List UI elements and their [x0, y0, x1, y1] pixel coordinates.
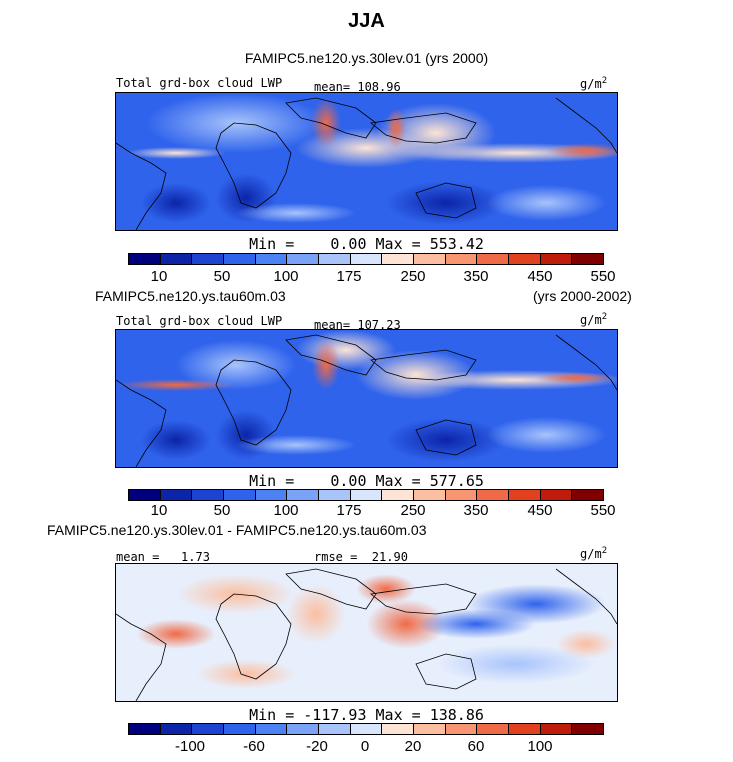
- cb3-tick: 20: [404, 738, 422, 755]
- cb2-swatch: [414, 490, 446, 500]
- panel2-units: g/m2: [580, 312, 608, 327]
- cb3-swatch: [129, 724, 161, 734]
- cb2-swatch: [509, 490, 541, 500]
- panel2-minmax: Min = 0.00 Max = 577.65: [249, 472, 484, 490]
- cb2-swatch: [129, 490, 161, 500]
- cb1-swatch: [255, 254, 288, 264]
- cb3-tick: -60: [243, 738, 265, 755]
- cb2-tick: 10: [150, 502, 168, 519]
- cb1-swatch: [319, 254, 351, 264]
- panel3-mean-label: mean = 1.73: [116, 550, 210, 564]
- cb2-swatch: [540, 490, 573, 500]
- cb3-tick: -100: [174, 738, 206, 755]
- cb1-swatch: [129, 254, 161, 264]
- cb3-swatch: [477, 724, 510, 734]
- panel3-minmax: Min = -117.93 Max = 138.86: [249, 706, 484, 724]
- cb3-swatch: [224, 724, 256, 734]
- cb1-tick: 175: [336, 268, 362, 285]
- cb1-tick: 550: [590, 268, 616, 285]
- cb3-swatch: [255, 724, 288, 734]
- cb1-swatch: [382, 254, 415, 264]
- panel3-colorbar: [128, 723, 604, 735]
- cb1-swatch: [192, 254, 225, 264]
- panel1-units: g/m2: [580, 76, 608, 91]
- panel2-map: [115, 329, 618, 468]
- cb2-swatch: [382, 490, 415, 500]
- panel1-variable-label: Total grd-box cloud LWP: [116, 76, 283, 90]
- cb2-tick: 175: [336, 502, 362, 519]
- panel2-mean-label: mean= 107.23: [314, 318, 401, 332]
- panel1-minmax: Min = 0.00 Max = 553.42: [249, 235, 484, 253]
- cb3-swatch: [192, 724, 225, 734]
- panel2-colorbar: [128, 489, 604, 501]
- panel1-header: FAMIPC5.ne120.ys.30lev.01 (yrs 2000): [244, 50, 489, 66]
- cb2-tick: 350: [463, 502, 489, 519]
- panel3-rmse-label: rmse = 21.90: [314, 550, 408, 564]
- cb3-tick: 60: [467, 738, 485, 755]
- panel1-mean-label: mean= 108.96: [314, 80, 401, 94]
- cb1-tick: 100: [273, 268, 299, 285]
- cb3-swatch: [509, 724, 541, 734]
- cb2-swatch: [572, 490, 604, 500]
- cb2-tick: 100: [273, 502, 299, 519]
- cb1-swatch: [477, 254, 510, 264]
- cb1-swatch: [445, 254, 478, 264]
- panel1-colorbar: [128, 253, 604, 265]
- cb1-tick: 250: [400, 268, 426, 285]
- panel3-header: FAMIPC5.ne120.ys.30lev.01 - FAMIPC5.ne12…: [47, 522, 427, 538]
- cb1-swatch: [414, 254, 446, 264]
- cb2-swatch: [287, 490, 320, 500]
- cb1-tick: 450: [527, 268, 553, 285]
- cb3-tick: -20: [306, 738, 328, 755]
- cb1-swatch: [572, 254, 604, 264]
- cb3-tick: 100: [527, 738, 553, 755]
- cb2-tick: 250: [400, 502, 426, 519]
- panel2-header-left: FAMIPC5.ne120.ys.tau60m.03: [95, 288, 286, 304]
- cb3-swatch: [572, 724, 604, 734]
- panel2-variable-label: Total grd-box cloud LWP: [116, 314, 283, 328]
- cb2-swatch: [160, 490, 193, 500]
- panel1-map: [115, 92, 618, 231]
- cb3-swatch: [319, 724, 351, 734]
- panel3-map-field: [116, 564, 617, 701]
- cb2-swatch: [192, 490, 225, 500]
- cb2-tick: 50: [213, 502, 231, 519]
- cb2-swatch: [445, 490, 478, 500]
- cb3-swatch: [382, 724, 415, 734]
- cb3-swatch: [445, 724, 478, 734]
- cb2-swatch: [319, 490, 351, 500]
- cb2-tick: 450: [527, 502, 553, 519]
- panel3-units: g/m2: [580, 546, 608, 561]
- cb2-tick: 550: [590, 502, 616, 519]
- cb1-swatch: [287, 254, 320, 264]
- cb1-swatch: [160, 254, 193, 264]
- cb1-swatch: [350, 254, 383, 264]
- cb2-swatch: [224, 490, 256, 500]
- cb1-swatch: [224, 254, 256, 264]
- cb2-swatch: [350, 490, 383, 500]
- cb3-swatch: [287, 724, 320, 734]
- panel2-map-field: [116, 330, 617, 467]
- panel2-header-right: (yrs 2000-2002): [533, 288, 632, 304]
- cb3-tick: 0: [360, 738, 370, 755]
- panel3-map: [115, 563, 618, 702]
- cb1-swatch: [540, 254, 573, 264]
- cb3-swatch: [160, 724, 193, 734]
- cb1-tick: 10: [150, 268, 168, 285]
- cb3-swatch: [350, 724, 383, 734]
- cb3-swatch: [414, 724, 446, 734]
- cb1-tick: 50: [213, 268, 231, 285]
- cb3-swatch: [540, 724, 573, 734]
- cb1-tick: 350: [463, 268, 489, 285]
- page-title: JJA: [348, 10, 385, 32]
- cb1-swatch: [509, 254, 541, 264]
- cb2-swatch: [255, 490, 288, 500]
- cb2-swatch: [477, 490, 510, 500]
- panel1-map-field: [116, 93, 617, 230]
